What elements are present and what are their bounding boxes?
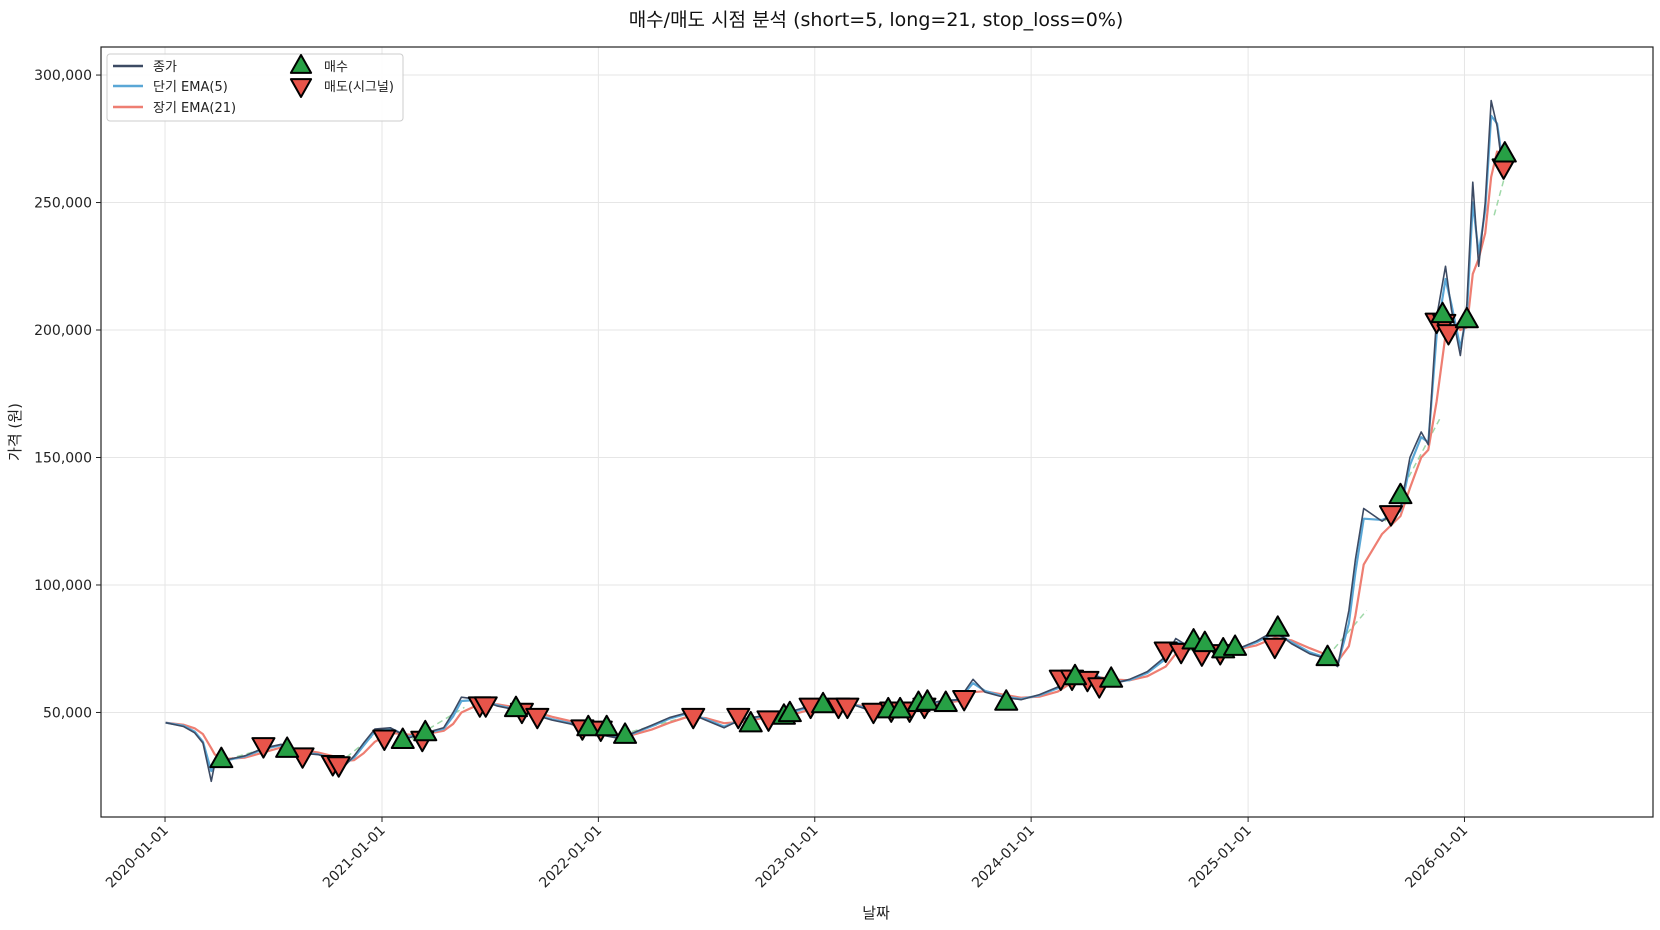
sell-marker-4 (372, 729, 397, 751)
buy-marker-18 (1062, 663, 1088, 686)
legend-label-2: 장기 EMA(21) (153, 101, 236, 116)
buy-marker-8 (738, 710, 763, 733)
x-tick-label-1: 2021-01-01 (320, 823, 389, 892)
legend-label-4: 매도(시그널) (324, 80, 394, 95)
y-axis-label: 가격 (원) (6, 403, 24, 461)
buy-marker-19 (1099, 666, 1124, 688)
buy-marker-29 (1492, 141, 1517, 163)
y-tick-label-5: 300,000 (34, 68, 92, 84)
x-tick-label-6: 2026-01-01 (1402, 823, 1471, 892)
buy-marker-10 (777, 700, 802, 723)
legend-label-1: 단기 EMA(5) (153, 80, 228, 95)
legend-swatch-4 (289, 78, 313, 98)
buy-marker-6 (594, 714, 619, 737)
buy-marker-28 (1454, 306, 1479, 329)
x-tick-label-5: 2025-01-01 (1186, 823, 1255, 892)
sell-marker-9 (525, 707, 550, 730)
sell-marker-17 (835, 697, 860, 720)
sell-marker-0 (251, 737, 276, 759)
buy-marker-25 (1315, 644, 1340, 667)
x-tick-label-4: 2024-01-01 (969, 823, 1038, 892)
buy-marker-11 (811, 691, 836, 714)
buy-marker-1 (275, 736, 300, 758)
long-ema-line (165, 150, 1507, 763)
buy-marker-0 (209, 746, 234, 769)
sell-marker-3 (326, 756, 351, 778)
buy-marker-2 (390, 727, 415, 749)
buy-marker-13 (888, 696, 913, 719)
trend-segments (217, 171, 1507, 765)
buy-marker-26 (1388, 482, 1413, 505)
sell-marker-12 (681, 707, 706, 730)
buy-marker-21 (1192, 630, 1217, 653)
y-tick-label-2: 150,000 (34, 450, 92, 466)
buy-marker-27 (1430, 301, 1455, 324)
short-ema-line (165, 114, 1507, 773)
x-tick-label-0: 2020-01-01 (103, 823, 172, 892)
legend-swatch-3 (289, 54, 313, 74)
y-axis-ticks: 50,000 100,000 150,000 200,000 250,000 300,00… (34, 68, 101, 721)
y-tick-label-3: 200,000 (34, 323, 92, 339)
sell-marker-35 (1436, 324, 1461, 346)
buy-marker-3 (413, 719, 438, 742)
x-tick-label-3: 2023-01-01 (753, 823, 822, 892)
legend-box (106, 53, 404, 122)
buy-marker-16 (933, 690, 958, 712)
signal-markers (209, 141, 1517, 778)
plot-frame (100, 46, 1654, 818)
legend-label-3: 매수 (324, 60, 348, 75)
trend-segment-8 (1493, 171, 1507, 216)
chart-title: 매수/매도 시점 분석 (short=5, long=21, stop_loss… (629, 9, 1124, 31)
x-axis-label: 날짜 (862, 904, 890, 922)
buy-marker-15 (915, 689, 940, 711)
sell-marker-7 (473, 696, 498, 718)
buy-marker-17 (994, 689, 1019, 711)
legend-label-0: 종가 (153, 60, 177, 75)
sell-marker-31 (1262, 637, 1287, 660)
x-tick-label-2: 2022-01-01 (536, 823, 605, 892)
sell-marker-32 (1378, 505, 1404, 527)
grid-lines (101, 47, 1653, 817)
sell-marker-22 (952, 690, 977, 712)
buy-marker-5 (576, 714, 601, 737)
sell-marker-13 (726, 707, 751, 730)
y-tick-label-1: 100,000 (34, 578, 92, 594)
x-axis-ticks: 2020-01-01 2021-01-01 2022-01-01 2023-01-01… (103, 817, 1471, 891)
buy-marker-24 (1265, 615, 1290, 637)
y-tick-label-0: 50,000 (43, 705, 92, 721)
buy-marker-23 (1223, 634, 1248, 656)
y-tick-label-4: 250,000 (34, 196, 92, 212)
buy-marker-7 (613, 722, 638, 744)
buy-marker-4 (503, 695, 529, 718)
